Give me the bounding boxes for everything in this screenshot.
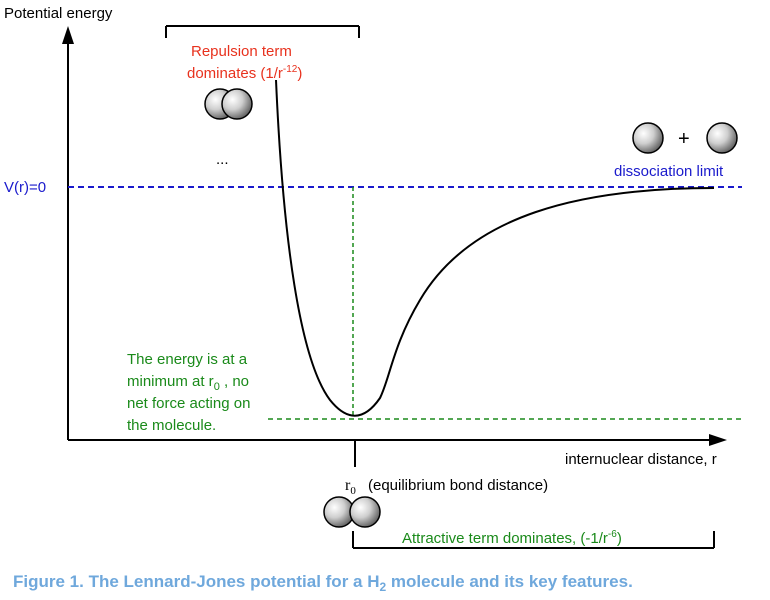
axes <box>62 26 727 446</box>
dissociation-label: dissociation limit <box>614 163 724 180</box>
repulsion-label-line2: dominates (1/r-12) <box>187 64 302 82</box>
x-axis-arrow <box>709 434 727 446</box>
repulsion-bracket <box>165 25 360 38</box>
attractive-label: Attractive term dominates, (-1/r-6) <box>402 529 622 547</box>
x-axis-label: internuclear distance, r <box>565 451 717 468</box>
y-axis-label: Potential energy <box>4 5 113 22</box>
plus-sign: + <box>678 128 690 150</box>
separated-atoms-icon <box>632 122 738 154</box>
compressed-molecule-icon <box>204 88 253 120</box>
ellipsis: ... <box>216 151 229 168</box>
y-axis-arrow <box>62 26 74 44</box>
zero-energy-label: V(r)=0 <box>4 179 46 196</box>
r0-label: r0 <box>345 477 356 497</box>
minimum-note-line2: minimum at r0 , no <box>127 373 249 393</box>
r0-description: (equilibrium bond distance) <box>368 477 548 494</box>
minimum-note-line3: net force acting on <box>127 395 250 412</box>
minimum-note-line4: the molecule. <box>127 417 216 434</box>
repulsion-label-line1: Repulsion term <box>191 43 292 60</box>
bonded-molecule-icon <box>323 496 381 528</box>
minimum-note-line1: The energy is at a <box>127 351 248 368</box>
potential-curve <box>275 79 715 417</box>
attractive-bracket <box>352 531 715 549</box>
figure-caption: Figure 1. The Lennard-Jones potential fo… <box>13 572 633 594</box>
